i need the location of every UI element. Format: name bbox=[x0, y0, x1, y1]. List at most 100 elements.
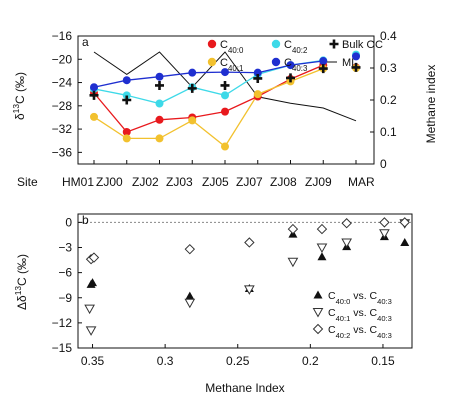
x-tick-label-a: ZJ07 bbox=[236, 175, 263, 189]
point-c401 bbox=[122, 134, 131, 143]
point-c401 bbox=[253, 90, 262, 99]
point-s3 bbox=[399, 217, 410, 228]
legend-marker-s3 bbox=[312, 323, 324, 335]
point-s3 bbox=[316, 223, 328, 235]
legend-marker-bulk bbox=[329, 39, 339, 49]
point-s3 bbox=[244, 237, 255, 248]
point-s3 bbox=[88, 252, 100, 263]
x-tick-label-a: ZJ00 bbox=[96, 175, 123, 189]
x-tick-label-b: 0.25 bbox=[226, 354, 250, 368]
point-s2 bbox=[379, 229, 390, 239]
series-line-mi bbox=[93, 51, 357, 122]
y-axis-title-b: Δδ13C (‰) bbox=[13, 254, 29, 310]
point-c403 bbox=[319, 57, 328, 66]
y2-tick-label-a: 0.3 bbox=[380, 61, 397, 75]
point-bulk bbox=[155, 80, 164, 90]
x-tick-label-b: 0.15 bbox=[371, 354, 395, 368]
y-tick-label-a: −36 bbox=[52, 145, 73, 159]
point-c403 bbox=[352, 52, 360, 61]
point-c403 bbox=[221, 68, 229, 77]
y-tick-label-a: −24 bbox=[52, 76, 73, 90]
x-tick-label-a: Site bbox=[17, 175, 38, 189]
y2-tick-label-a: 0.2 bbox=[380, 93, 397, 107]
legend-label: C40:0 bbox=[220, 39, 244, 55]
point-bulk bbox=[122, 95, 132, 105]
point-c402 bbox=[122, 91, 131, 100]
y2-axis-title-a: Methane index bbox=[424, 65, 438, 144]
point-bulk bbox=[318, 64, 328, 74]
legend-marker-c403 bbox=[271, 57, 281, 67]
plot-frame-b bbox=[77, 213, 413, 349]
y-tick-label-b: −3 bbox=[58, 241, 72, 255]
legend-marker-s1 bbox=[313, 290, 323, 299]
panel-b: 0 −3 −6 −9 −12 −15 0.35 0.3 0.25 0.2 0.15 Methane I… bbox=[13, 213, 413, 395]
point-c401 bbox=[188, 116, 197, 125]
point-c401 bbox=[90, 112, 98, 121]
point-c403 bbox=[155, 72, 164, 81]
legend-marker-c401 bbox=[207, 57, 217, 67]
x-tick-label-a: ZJ02 bbox=[132, 175, 159, 189]
point-c403 bbox=[253, 68, 262, 77]
y2-tick-label-a: 0.4 bbox=[380, 29, 397, 43]
point-bulk bbox=[187, 83, 197, 93]
y-tick-label-a: −16 bbox=[52, 29, 73, 43]
legend-marker-s2 bbox=[312, 308, 324, 318]
point-c403 bbox=[90, 83, 98, 92]
point-c401 bbox=[155, 134, 164, 143]
point-c403 bbox=[286, 61, 295, 70]
series-line-c403 bbox=[93, 60, 324, 88]
x-tick-label-b: 0.2 bbox=[302, 354, 319, 368]
y-tick-label-a: −20 bbox=[52, 52, 73, 66]
legend-label: C40:0 vs. C40:3 bbox=[328, 290, 392, 306]
point-c400 bbox=[155, 115, 164, 124]
point-s1 bbox=[317, 252, 327, 261]
y-tick-label-b: −6 bbox=[58, 266, 72, 280]
point-s2 bbox=[316, 243, 328, 254]
point-s2 bbox=[85, 326, 97, 336]
point-bulk bbox=[351, 62, 361, 72]
x-tick-label-a: HM01 bbox=[62, 175, 94, 189]
point-s2 bbox=[287, 257, 299, 268]
x-tick-label-b: 0.3 bbox=[157, 354, 174, 368]
point-s1 bbox=[400, 237, 410, 246]
point-bulk bbox=[286, 73, 295, 83]
point-s3 bbox=[287, 223, 299, 235]
series-line-c400 bbox=[93, 64, 324, 133]
point-c400 bbox=[221, 107, 229, 116]
y-tick-label-a: −32 bbox=[52, 122, 73, 136]
legend-label: C40:1 vs. C40:3 bbox=[328, 307, 392, 323]
x-axis-title-b: Methane Index bbox=[205, 381, 284, 395]
legend-label: C40:2 bbox=[284, 39, 307, 55]
point-s2 bbox=[244, 285, 255, 295]
y-tick-label-b: −15 bbox=[52, 341, 73, 355]
x-tick-label-a: ZJ09 bbox=[305, 175, 332, 189]
point-bulk bbox=[89, 90, 99, 100]
y2-tick-label-a: 0 bbox=[380, 157, 387, 171]
point-s3 bbox=[184, 243, 196, 255]
x-tick-label-a: ZJ03 bbox=[166, 175, 193, 189]
y-tick-label-b: −9 bbox=[58, 291, 72, 305]
legend-label: C40:3 bbox=[284, 57, 308, 73]
y-tick-label-b: 0 bbox=[65, 215, 72, 229]
panel-label-a: a bbox=[82, 35, 89, 49]
point-s2 bbox=[341, 238, 353, 248]
y2-tick-label-a: 0.1 bbox=[380, 125, 397, 139]
point-c403 bbox=[122, 76, 131, 85]
y-axis-title-a: δ13C (‰) bbox=[11, 72, 27, 120]
x-tick-label-a: MAR bbox=[348, 175, 375, 189]
x-tick-label-a: ZJ05 bbox=[202, 175, 229, 189]
legend-a: C40:0 C40:2 Bulk OC C40:1 C40:3 MI bbox=[207, 39, 383, 73]
point-s2 bbox=[184, 298, 196, 309]
point-s1 bbox=[88, 278, 98, 287]
legend-label: MI bbox=[342, 57, 354, 69]
point-bulk bbox=[253, 73, 263, 83]
x-tick-label-a: ZJ08 bbox=[270, 175, 297, 189]
legend-label: Bulk OC bbox=[342, 39, 383, 51]
legend-label: C40:2 vs. C40:3 bbox=[328, 324, 392, 340]
point-c402 bbox=[221, 91, 229, 100]
y-tick-label-a: −28 bbox=[52, 99, 73, 113]
y-tick-label-b: −12 bbox=[52, 316, 73, 330]
